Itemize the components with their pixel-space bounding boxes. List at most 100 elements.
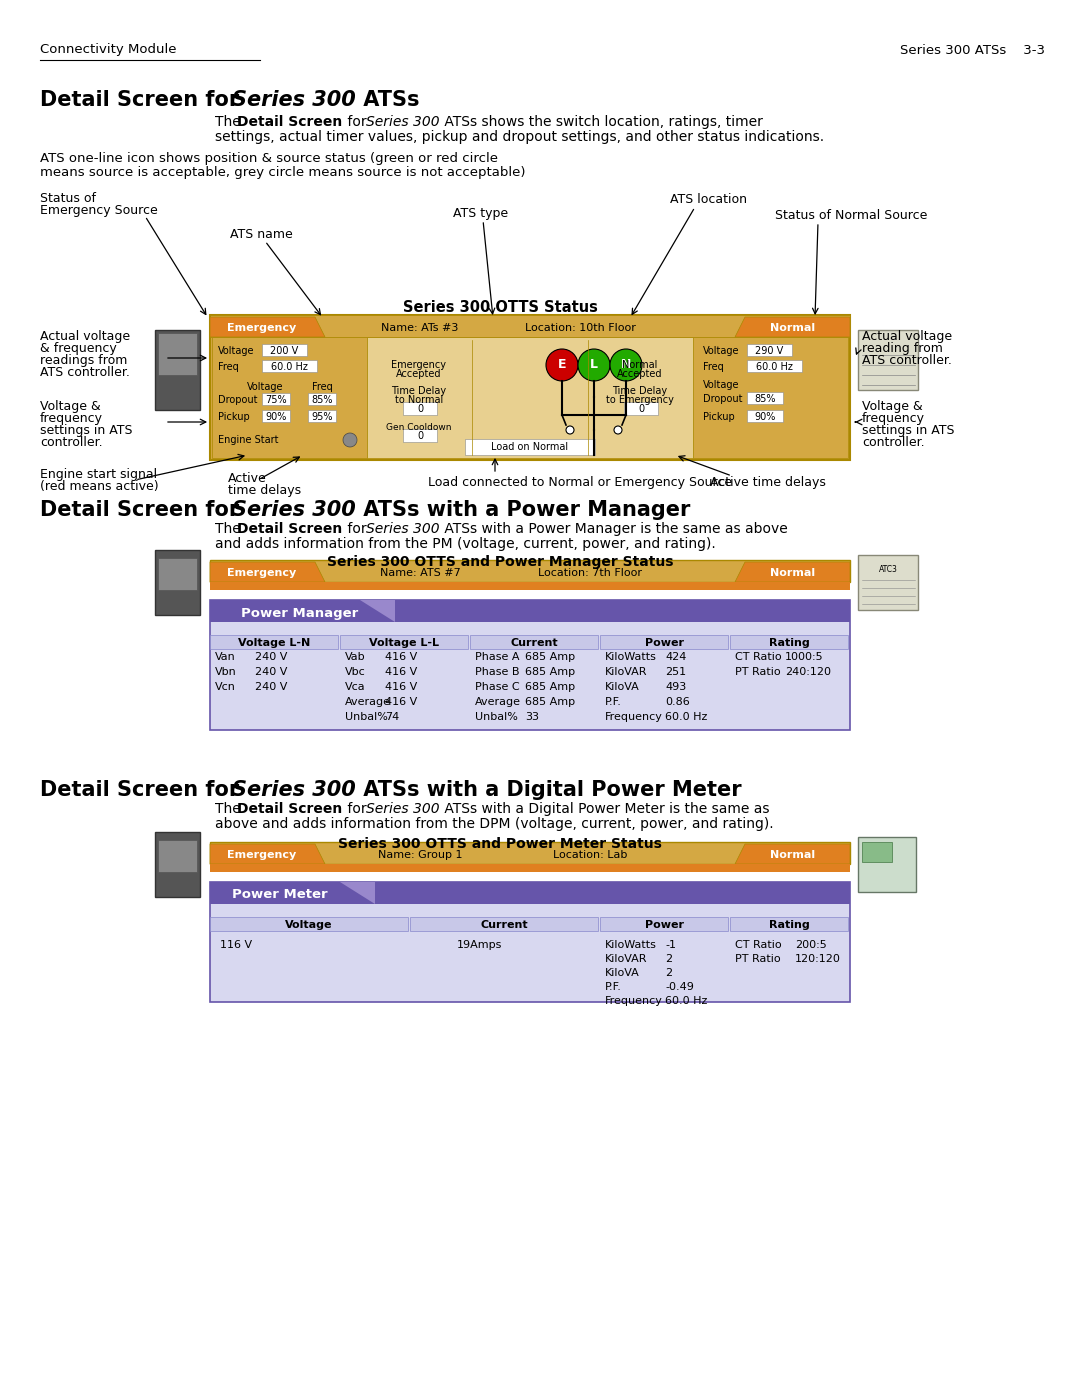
Text: 60.0 Hz: 60.0 Hz xyxy=(665,712,707,722)
Text: Dropout: Dropout xyxy=(218,395,257,405)
Bar xyxy=(410,916,598,930)
Text: Actual voltage: Actual voltage xyxy=(40,330,130,344)
Bar xyxy=(210,599,850,731)
Text: time delays: time delays xyxy=(228,483,301,497)
Text: Power Meter: Power Meter xyxy=(232,888,328,901)
Bar xyxy=(367,337,693,458)
Polygon shape xyxy=(735,844,850,863)
Text: controller.: controller. xyxy=(40,436,103,448)
Text: 424: 424 xyxy=(665,652,687,662)
Bar xyxy=(210,599,850,622)
Text: The: The xyxy=(215,522,245,536)
Text: Vbn: Vbn xyxy=(215,666,237,678)
Bar xyxy=(212,337,367,458)
Bar xyxy=(624,402,658,415)
Text: Connectivity Module: Connectivity Module xyxy=(40,43,176,56)
Text: Normal: Normal xyxy=(622,360,658,370)
Text: 290 V: 290 V xyxy=(755,346,783,356)
Text: 2: 2 xyxy=(665,954,672,964)
Text: Current: Current xyxy=(481,921,528,930)
Text: Detail Screen for: Detail Screen for xyxy=(40,500,246,520)
Text: ATSs: ATSs xyxy=(356,89,419,110)
Text: Actual voltage: Actual voltage xyxy=(862,330,953,344)
Text: ATSs with a Digital Power Meter is the same as: ATSs with a Digital Power Meter is the s… xyxy=(440,802,769,816)
Bar xyxy=(156,330,200,409)
Bar xyxy=(403,429,437,441)
Polygon shape xyxy=(360,599,395,622)
Text: P.F.: P.F. xyxy=(605,982,622,992)
Text: 416 V: 416 V xyxy=(384,666,417,678)
Text: 75%: 75% xyxy=(266,395,287,405)
Text: Freq: Freq xyxy=(218,362,239,372)
Circle shape xyxy=(615,426,622,434)
Bar xyxy=(158,557,197,590)
Text: Series 300: Series 300 xyxy=(366,115,440,129)
Text: 60.0 Hz: 60.0 Hz xyxy=(665,996,707,1006)
Bar xyxy=(862,842,892,862)
Text: KiloVA: KiloVA xyxy=(605,682,639,692)
Text: N: N xyxy=(621,359,631,372)
Polygon shape xyxy=(210,844,325,863)
Text: 1000:5: 1000:5 xyxy=(785,652,824,662)
Text: 240:120: 240:120 xyxy=(785,666,831,678)
Text: ATC3: ATC3 xyxy=(878,566,897,574)
Bar xyxy=(600,916,728,930)
Text: Active: Active xyxy=(228,472,267,485)
Polygon shape xyxy=(340,882,375,904)
Text: Unbal%: Unbal% xyxy=(345,712,388,722)
Text: Unbal%: Unbal% xyxy=(475,712,518,722)
Text: KiloVAR: KiloVAR xyxy=(605,954,648,964)
Text: to Emergency: to Emergency xyxy=(606,395,674,405)
Bar xyxy=(858,837,916,893)
Text: ATS type: ATS type xyxy=(453,207,508,219)
Circle shape xyxy=(566,426,573,434)
Text: Gen Cooldown: Gen Cooldown xyxy=(387,422,451,432)
Bar xyxy=(158,332,197,374)
Text: 0: 0 xyxy=(417,432,423,441)
Text: 416 V: 416 V xyxy=(384,682,417,692)
Bar xyxy=(858,555,918,610)
Text: ATSs with a Digital Power Meter: ATSs with a Digital Power Meter xyxy=(356,780,742,800)
Text: 251: 251 xyxy=(665,666,686,678)
Text: Load on Normal: Load on Normal xyxy=(491,441,568,453)
Bar xyxy=(730,916,848,930)
Text: Vab: Vab xyxy=(345,652,366,662)
Text: Voltage: Voltage xyxy=(246,381,283,393)
Text: & frequency: & frequency xyxy=(40,342,117,355)
Text: Voltage: Voltage xyxy=(285,921,333,930)
Text: Emergency: Emergency xyxy=(391,360,446,370)
Text: L: L xyxy=(590,359,598,372)
Text: (red means active): (red means active) xyxy=(40,481,159,493)
Text: Normal: Normal xyxy=(770,569,815,578)
Bar xyxy=(730,636,848,650)
Text: 60.0 Hz: 60.0 Hz xyxy=(756,362,793,372)
Text: The: The xyxy=(215,802,245,816)
Text: Series 300: Series 300 xyxy=(232,780,355,800)
Bar xyxy=(262,360,318,372)
Bar xyxy=(210,882,850,904)
Text: Power: Power xyxy=(645,921,684,930)
Text: Pickup: Pickup xyxy=(703,412,734,422)
Bar xyxy=(600,636,728,650)
Text: Time Delay: Time Delay xyxy=(391,386,446,395)
Text: 116 V: 116 V xyxy=(220,940,252,950)
Text: 0: 0 xyxy=(638,404,644,414)
Text: Emergency: Emergency xyxy=(228,569,297,578)
Text: 95%: 95% xyxy=(311,412,333,422)
Text: 240 V: 240 V xyxy=(255,652,287,662)
Circle shape xyxy=(610,349,642,381)
Text: Active time delays: Active time delays xyxy=(710,476,826,489)
Text: Voltage &: Voltage & xyxy=(40,400,100,414)
Text: Vca: Vca xyxy=(345,682,366,692)
Text: Power: Power xyxy=(645,638,684,648)
Text: Voltage: Voltage xyxy=(703,380,740,390)
Text: ATSs shows the switch location, ratings, timer: ATSs shows the switch location, ratings,… xyxy=(440,115,762,129)
Text: and adds information from the PM (voltage, current, power, and rating).: and adds information from the PM (voltag… xyxy=(215,536,716,550)
Bar xyxy=(403,402,437,415)
Text: ATS one-line icon shows position & source status (green or red circle: ATS one-line icon shows position & sourc… xyxy=(40,152,498,165)
Text: Load connected to Normal or Emergency Source: Load connected to Normal or Emergency So… xyxy=(428,476,732,489)
Bar xyxy=(210,863,850,872)
Text: 85%: 85% xyxy=(754,394,775,404)
Text: PT Ratio: PT Ratio xyxy=(735,954,781,964)
Text: Voltage L-L: Voltage L-L xyxy=(369,638,438,648)
